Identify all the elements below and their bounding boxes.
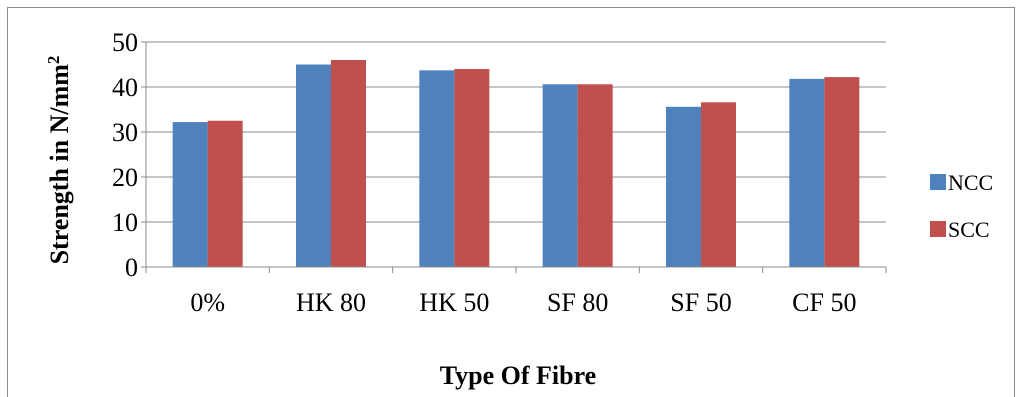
y-axis-title: Strength in N/mm2 bbox=[44, 56, 75, 265]
legend: NCC SCC bbox=[930, 170, 993, 242]
y-tick-label: 50 bbox=[112, 28, 138, 57]
bar-scc bbox=[824, 77, 860, 267]
legend-swatch-ncc bbox=[930, 174, 946, 190]
gridlines bbox=[146, 41, 886, 223]
legend-label-scc: SCC bbox=[948, 217, 990, 242]
bars bbox=[172, 60, 860, 268]
axes bbox=[141, 41, 887, 273]
y-tick-label: 10 bbox=[112, 208, 138, 237]
y-tick-label: 30 bbox=[112, 118, 138, 147]
bar-ncc bbox=[666, 106, 701, 267]
y-tick-label: 0 bbox=[125, 253, 138, 282]
bar-scc bbox=[577, 84, 613, 267]
y-tick-label: 40 bbox=[112, 73, 138, 102]
x-axis-title: Type Of Fibre bbox=[440, 361, 596, 390]
x-tick-label: SF 80 bbox=[547, 288, 608, 317]
bar-ncc bbox=[789, 78, 825, 268]
x-tick-label: CF 50 bbox=[792, 288, 856, 317]
bar-scc bbox=[331, 60, 366, 267]
y-tick-labels: 0 10 20 30 40 50 bbox=[112, 28, 138, 282]
y-tick-label: 20 bbox=[112, 163, 138, 192]
legend-label-ncc: NCC bbox=[948, 170, 993, 195]
x-tick-label: HK 50 bbox=[419, 288, 489, 317]
x-tick-label: 0% bbox=[190, 288, 225, 317]
bar-ncc bbox=[419, 70, 455, 267]
x-tick-label: HK 80 bbox=[296, 288, 366, 317]
x-tick-labels: 0% HK 80 HK 50 SF 80 SF 50 CF 50 bbox=[190, 288, 856, 317]
bar-scc bbox=[207, 120, 243, 267]
bar-scc bbox=[701, 102, 736, 267]
bar-ncc bbox=[296, 64, 331, 267]
bar-ncc bbox=[542, 84, 578, 267]
bar-scc bbox=[454, 69, 490, 267]
legend-swatch-scc bbox=[930, 221, 946, 237]
x-tick-label: SF 50 bbox=[670, 288, 731, 317]
bar-ncc bbox=[172, 122, 208, 267]
